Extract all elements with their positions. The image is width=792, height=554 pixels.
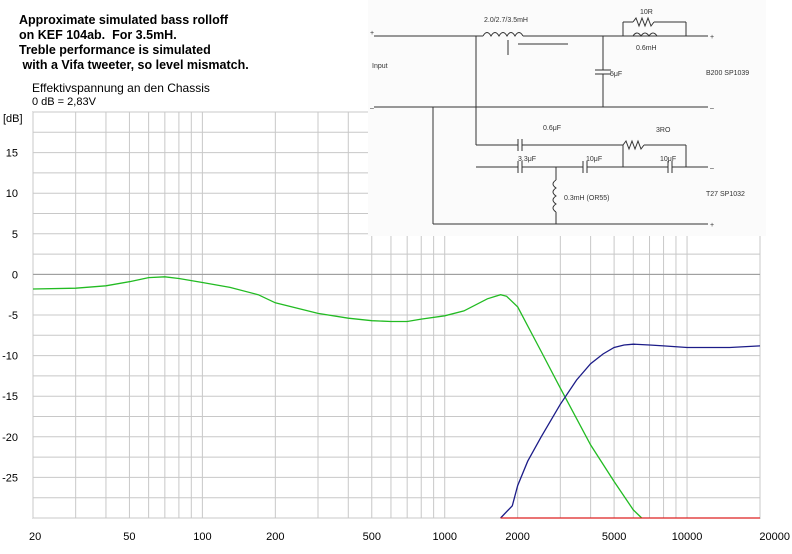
y-tick-label: -5: [8, 310, 18, 322]
x-tick-label: 10000: [672, 531, 703, 543]
x-tick-label: 100: [193, 531, 211, 543]
x-tick-label: 1000: [432, 531, 456, 543]
x-tick-label: 200: [266, 531, 284, 543]
annotation-line-4: with a Vifa tweeter, so level mismatch.: [19, 58, 249, 72]
x-tick-labels: 20 50 100 200 500 1000 2000 5000 10000 20000: [29, 531, 790, 543]
annotation-note: Approximate simulated bass rolloff on KEF…: [19, 13, 249, 73]
y-unit-label: [dB]: [3, 113, 23, 125]
annotation-line-1: Approximate simulated bass rolloff: [19, 13, 229, 27]
annotation-line-3: Treble performance is simulated: [19, 43, 211, 57]
x-tick-label: 20: [29, 531, 41, 543]
schematic-cap-06: 0.6μF: [543, 125, 561, 132]
y-tick-label: 10: [6, 188, 18, 200]
series-line-2: [500, 343, 761, 519]
y-tick-label: 0: [12, 269, 18, 281]
schematic-resistor-3ro: 3RO: [656, 127, 671, 134]
schematic-input-label: Input: [372, 63, 388, 70]
y-tick-label: 5: [12, 229, 18, 241]
annotation-line-2: on KEF 104ab. For 3.5mH.: [19, 28, 177, 42]
schematic-tweeter-plus: +: [710, 222, 714, 229]
schematic-cap-10a: 10μF: [586, 156, 602, 163]
chart-header-reference: 0 dB = 2,83V: [32, 96, 96, 108]
schematic-cap-5: 5μF: [610, 71, 622, 78]
x-tick-label: 5000: [602, 531, 626, 543]
schematic-woofer-minus: –: [710, 105, 714, 112]
schematic-cap-10b: 10μF: [660, 156, 676, 163]
schematic-tweeter-minus: –: [710, 165, 714, 172]
schematic-resistor-10r: 10R: [640, 9, 653, 16]
y-tick-label: -15: [2, 391, 18, 403]
schematic-inductor-06: 0.6mH: [636, 45, 657, 52]
schematic-woofer-plus: +: [710, 34, 714, 41]
schematic-tweeter-label: T27 SP1032: [706, 191, 745, 198]
y-tick-label: -20: [2, 432, 18, 444]
schematic-cap-33: 3.3μF: [518, 156, 536, 163]
crossover-schematic: + – Input 2.0/2.7/3.5mH 10R 0.6mH 5μF + …: [368, 0, 766, 236]
y-tick-label: 15: [6, 148, 18, 160]
series-lines: [32, 276, 761, 519]
schematic-inductor-03: 0.3mH (OR55): [564, 195, 610, 202]
y-tick-label: -10: [2, 351, 18, 363]
y-tick-labels: 15 10 5 0 -5 -10 -15 -20 -25: [2, 148, 18, 485]
y-tick-label: -25: [2, 472, 18, 484]
schematic-input-minus: –: [370, 105, 374, 112]
schematic-inductor-main: 2.0/2.7/3.5mH: [484, 17, 528, 24]
chart-header-title: Effektivspannung an den Chassis: [32, 81, 210, 95]
schematic-woofer-label: B200 SP1039: [706, 70, 749, 77]
x-tick-label: 500: [363, 531, 381, 543]
x-tick-label: 20000: [759, 531, 790, 543]
series-line-1: [32, 276, 643, 519]
x-tick-label: 50: [123, 531, 135, 543]
schematic-input-plus: +: [370, 30, 374, 37]
x-tick-label: 2000: [505, 531, 529, 543]
